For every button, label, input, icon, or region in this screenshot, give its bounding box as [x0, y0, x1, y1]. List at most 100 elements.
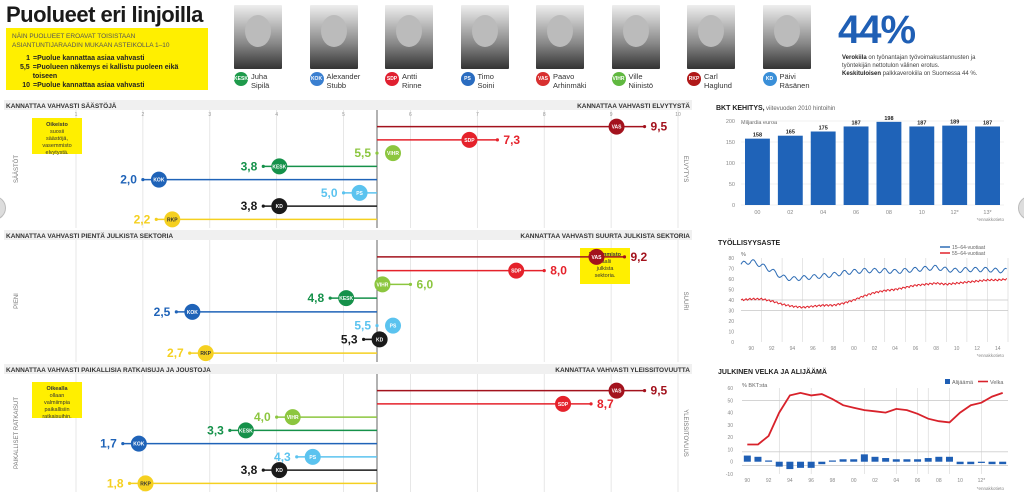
face-icon	[471, 15, 498, 47]
party-circle	[184, 303, 201, 320]
deficit-bar	[860, 454, 868, 462]
x-tick-label: 12*	[951, 210, 960, 216]
value-dot	[542, 269, 546, 273]
leader-name: Alexander Stubb	[327, 72, 361, 90]
deficit-bar	[924, 458, 932, 462]
note-text: Vasemmisto vaalii julkista sektoria.	[589, 252, 622, 279]
deficit-bar	[754, 456, 762, 462]
deficit-bar	[818, 461, 826, 465]
tax-wedge-stat: 44%	[838, 8, 916, 52]
next-arrow[interactable]	[1018, 196, 1024, 220]
x-tick-label: 06	[853, 210, 859, 216]
party-abbr: VAS	[612, 389, 623, 395]
value-dot	[642, 125, 647, 129]
y-tick-label: 40	[728, 298, 734, 304]
party-mark: VIHR 4,0	[254, 409, 377, 426]
deficit-bar	[839, 459, 847, 462]
deficit-bar	[956, 461, 964, 465]
party-circle	[150, 171, 167, 188]
party-circle	[374, 276, 391, 293]
bar-value-label: 187	[917, 120, 926, 126]
value-label: 9,5	[651, 384, 668, 398]
value-dot	[642, 389, 647, 393]
legend-label: 55–64-vuotiaat	[952, 251, 986, 257]
party-logo-icon: PS	[460, 72, 475, 86]
party-abbr: PS	[356, 191, 363, 197]
deficit-bar	[935, 456, 943, 462]
tax-wedge-text: Verokiila on työnantajan työvoimakustann…	[842, 55, 978, 77]
party-abbr: KOK	[153, 178, 165, 184]
deficit-bar	[850, 459, 858, 462]
y-tick-label: 0	[732, 203, 735, 209]
leader-name: Ville Niinistö	[629, 72, 654, 90]
tick-label: 9	[610, 112, 613, 118]
party-mark: KD 5,3	[341, 331, 388, 348]
bar-value-label: 187	[983, 120, 992, 126]
face-icon	[547, 15, 573, 47]
x-tick-label: 06	[915, 478, 921, 484]
value-dot	[408, 282, 413, 286]
leader-first-name: Antti	[402, 72, 418, 81]
x-tick-label: 02	[872, 346, 878, 352]
tick-label: 6	[409, 112, 412, 118]
tick-label: 7	[476, 112, 479, 118]
leader-photo	[460, 5, 509, 69]
value-label: 7,3	[503, 133, 520, 147]
party-abbr: RKP	[140, 481, 151, 487]
party-mark: VAS 9,2	[377, 248, 647, 265]
bar	[942, 125, 968, 205]
party-circle	[385, 317, 401, 334]
value-dot	[295, 455, 299, 459]
party-circle	[508, 262, 525, 279]
party-mark: KESK 4,8	[307, 290, 377, 307]
x-tick-label: 00	[851, 346, 857, 352]
party-mark: VAS 9,5	[377, 118, 668, 135]
party-circle	[338, 290, 355, 307]
party-circle	[371, 331, 388, 348]
deficit-bar	[892, 459, 900, 462]
x-tick-label: 14	[995, 346, 1001, 352]
value-label: 5,0	[321, 186, 338, 200]
note-box	[580, 248, 630, 284]
panel-header-bar	[4, 364, 692, 374]
x-tick-label: 10	[919, 210, 925, 216]
party-logo-icon: VIHR	[611, 72, 626, 86]
value-dot	[341, 191, 346, 195]
right-axis-label: YLEISSITOVUUS	[682, 409, 688, 457]
tick-label: 1	[75, 112, 78, 118]
footnote: *ennakkotieto	[977, 353, 1005, 358]
party-mark: KOK 1,7	[100, 435, 377, 452]
y-tick-label: 10	[727, 447, 733, 453]
prev-arrow[interactable]	[0, 196, 6, 220]
party-circle	[164, 211, 181, 228]
x-tick-label: 08	[936, 478, 942, 484]
party-mark: SDP 8,0	[377, 262, 567, 279]
value-dot	[261, 468, 265, 472]
x-tick-label: 92	[766, 478, 772, 484]
deficit-bar	[871, 456, 879, 462]
value-label: 1,8	[107, 476, 124, 490]
y-axis-label: Miljardia euroa	[741, 120, 778, 126]
leader-last-name: Rinne	[402, 81, 422, 90]
panel-header-bar	[4, 100, 692, 110]
party-abbr: KD	[376, 337, 384, 343]
leader-photo	[687, 5, 735, 69]
value-label: 5,5	[354, 319, 371, 333]
party-circle	[385, 145, 401, 162]
party-abbr: VIHR	[287, 415, 299, 421]
legend-row: 10 =Puolue kannattaa asiaa vahvasti	[22, 82, 145, 89]
value-label: 3,8	[241, 199, 258, 213]
leader-first-name: Juha	[251, 72, 268, 81]
leader-first-name: Alexander	[326, 72, 361, 81]
note-box	[32, 382, 82, 418]
x-tick-label: 08	[933, 346, 939, 352]
x-tick-label: 90	[745, 478, 751, 484]
value-label: 1,7	[100, 437, 117, 451]
value-dot	[188, 351, 192, 355]
party-circle	[555, 395, 572, 412]
bar	[909, 126, 935, 205]
value-dot	[174, 310, 178, 314]
value-label: 3,3	[207, 423, 224, 437]
party-abbr: KD	[276, 468, 284, 474]
value-label: 6,0	[416, 277, 433, 291]
